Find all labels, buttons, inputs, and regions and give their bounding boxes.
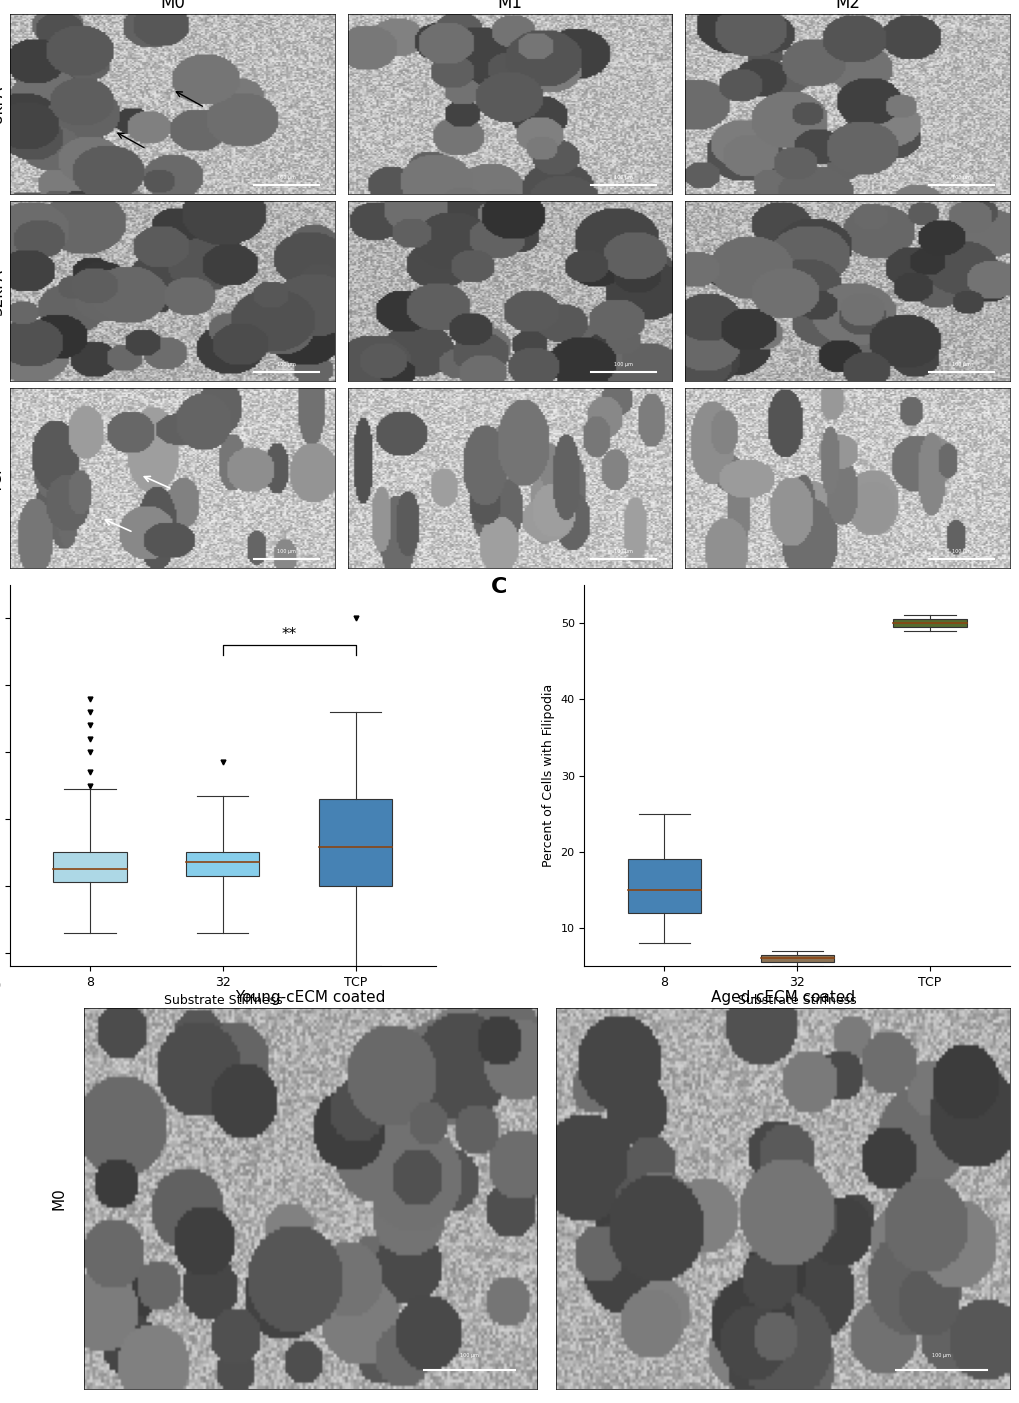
Bar (319, 798, 392, 885)
Text: 100 µm: 100 µm (276, 362, 296, 366)
Text: 100 µm: 100 µm (951, 549, 970, 554)
Text: M0: M0 (52, 1187, 66, 1209)
Bar (893, 619, 966, 627)
Text: 100 µm: 100 µm (951, 174, 970, 180)
Title: Young-cECM coated: Young-cECM coated (235, 991, 385, 1006)
Title: M2: M2 (835, 0, 859, 13)
Text: 100 µm: 100 µm (276, 549, 296, 554)
Y-axis label: Percent of Cells with Filipodia: Percent of Cells with Filipodia (541, 683, 554, 867)
Bar (186, 853, 259, 875)
Y-axis label: 8kPA: 8kPA (0, 86, 5, 122)
Text: 100 µm: 100 µm (613, 174, 633, 180)
Text: 100 µm: 100 µm (613, 549, 633, 554)
Text: 100 µm: 100 µm (460, 1354, 478, 1358)
X-axis label: Substrate Stiffness: Substrate Stiffness (163, 995, 282, 1007)
Text: C: C (490, 577, 506, 598)
Text: **: ** (281, 627, 297, 641)
Title: M1: M1 (497, 0, 522, 13)
Bar (53, 853, 126, 882)
Text: 100 µm: 100 µm (613, 362, 633, 366)
X-axis label: Substrate Stiffness: Substrate Stiffness (737, 995, 856, 1007)
Bar (760, 954, 833, 962)
Bar (627, 860, 700, 913)
Text: D: D (0, 978, 1, 998)
Title: Aged-cECM coated: Aged-cECM coated (710, 991, 854, 1006)
Text: 100 µm: 100 µm (951, 362, 970, 366)
Text: 100 µm: 100 µm (931, 1354, 951, 1358)
Title: M0: M0 (160, 0, 184, 13)
Y-axis label: TCP: TCP (0, 464, 5, 492)
Text: 100 µm: 100 µm (276, 174, 296, 180)
Y-axis label: 32kPA: 32kPA (0, 268, 5, 314)
